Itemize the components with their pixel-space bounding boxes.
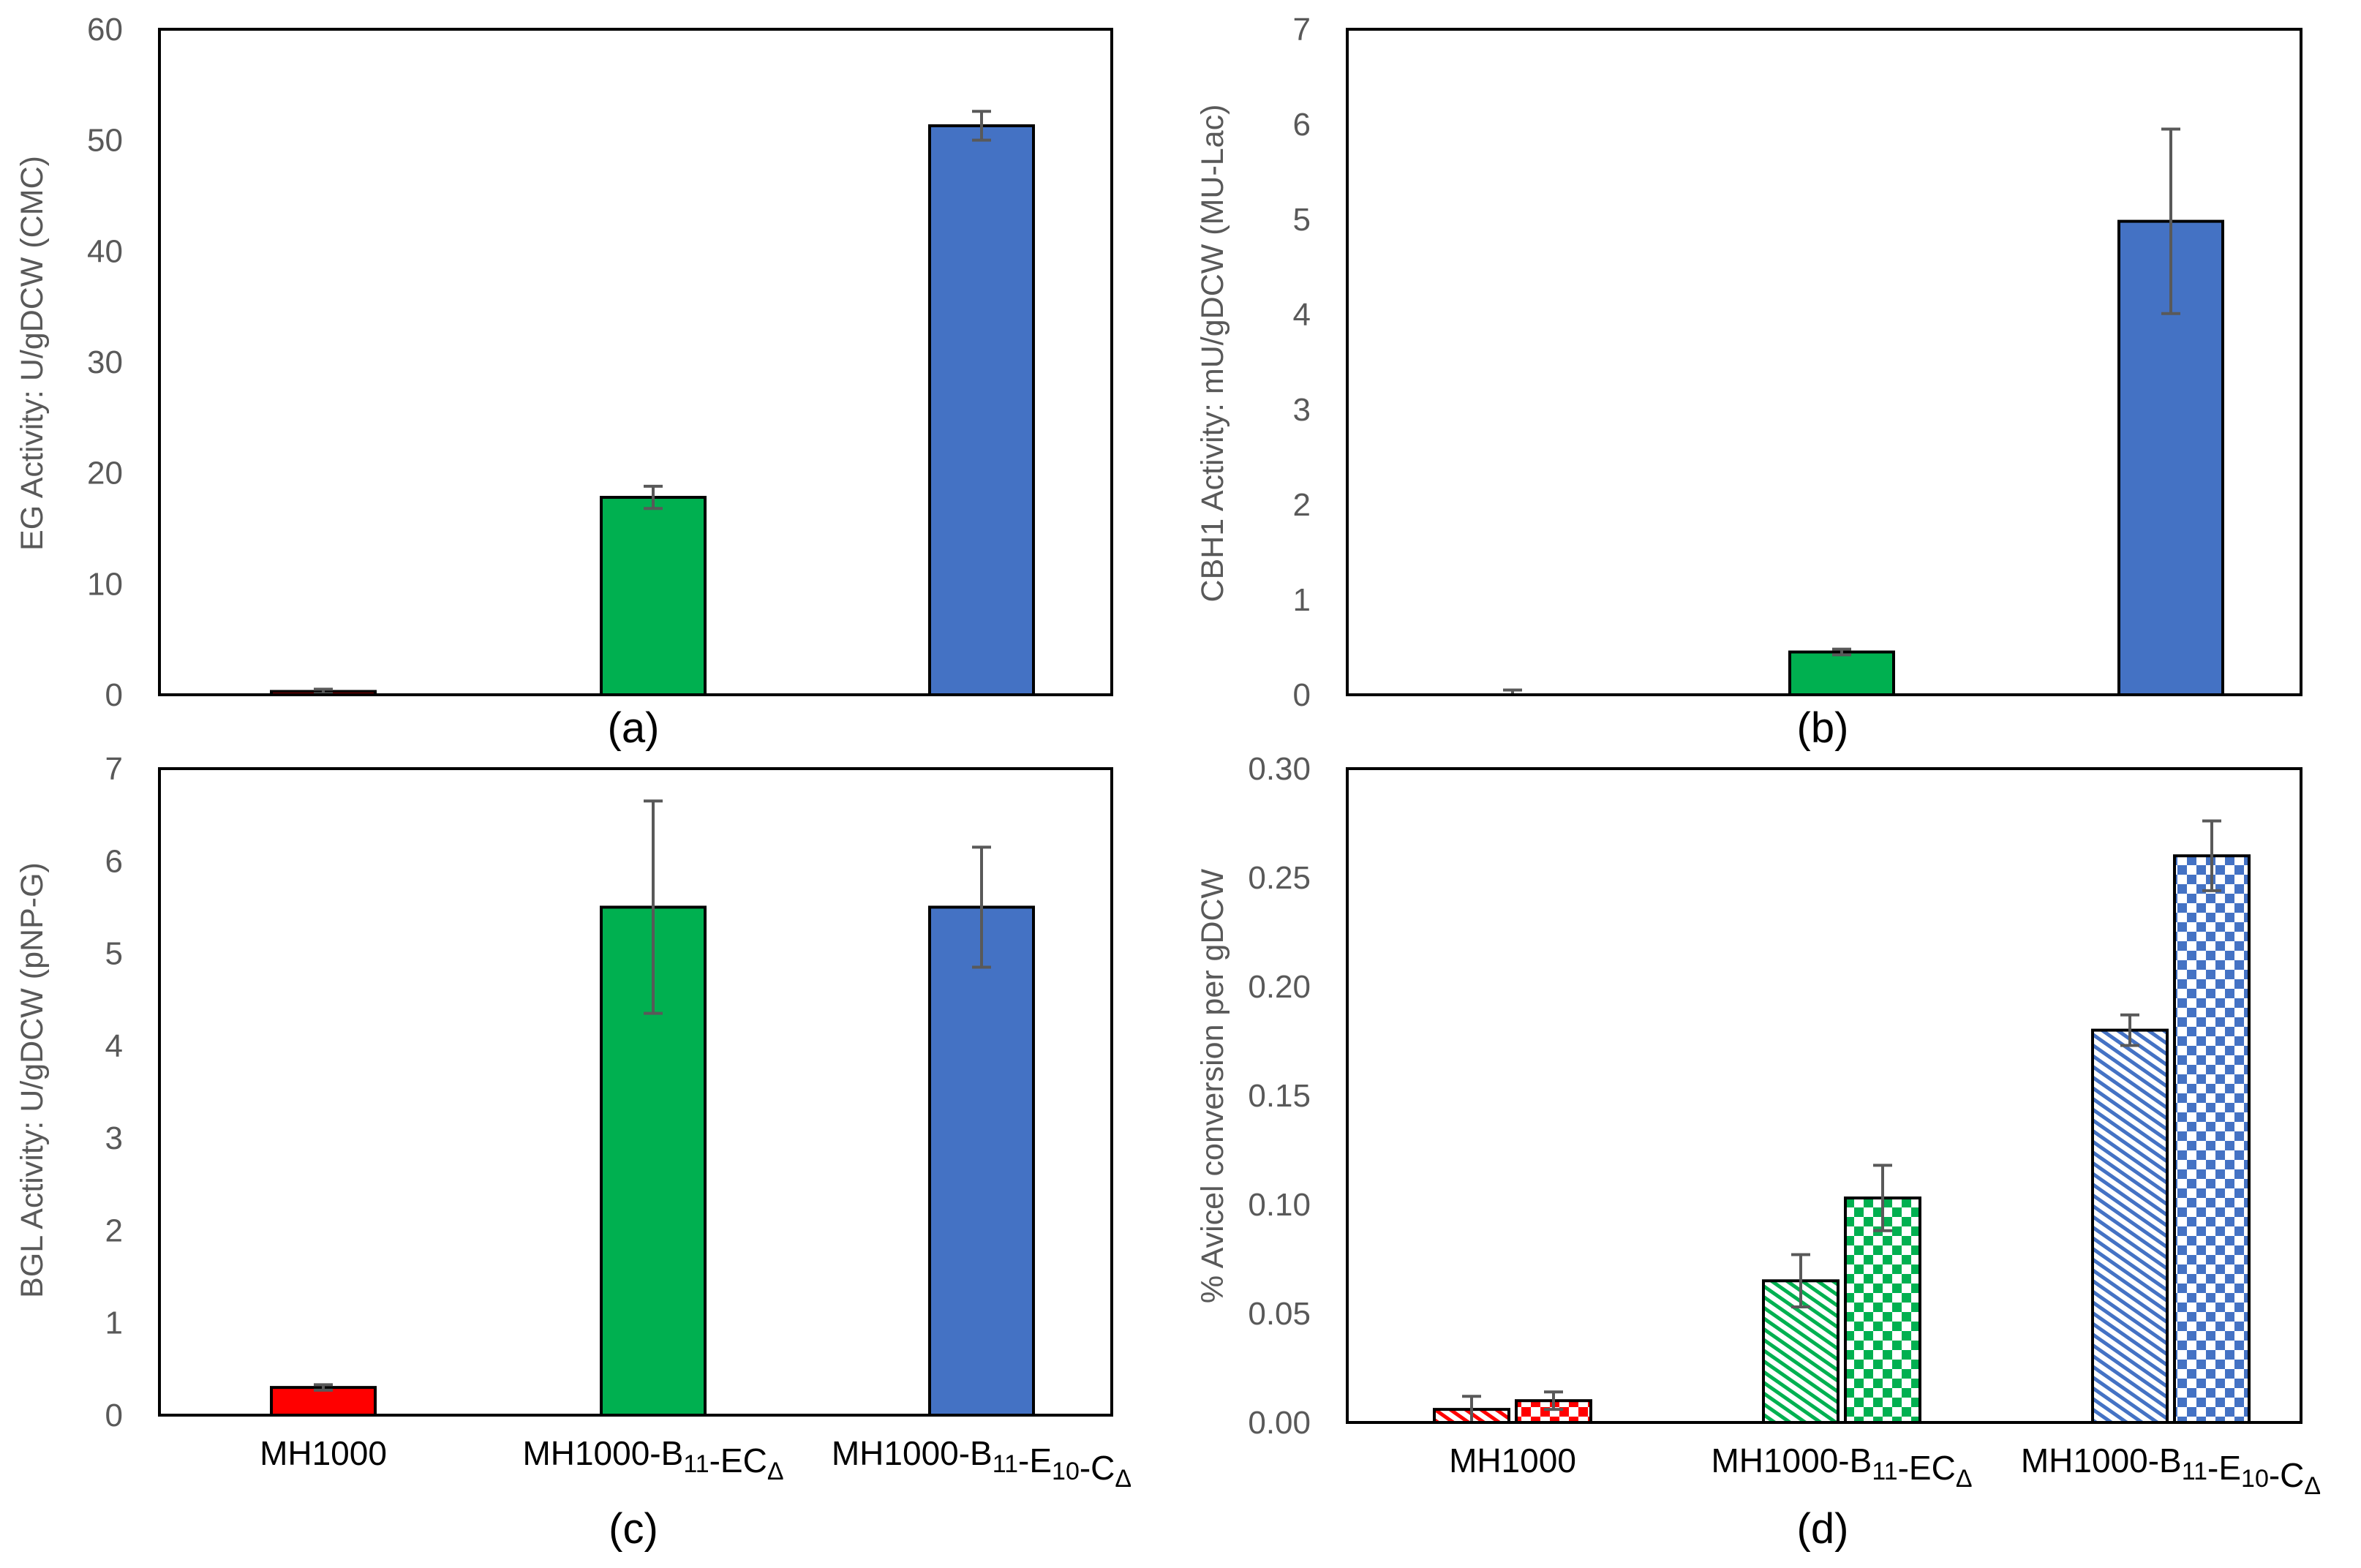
category-label-1: MH1000-B11-ECΔ [522, 1434, 783, 1485]
y-tick-label: 0.30 [1248, 751, 1311, 787]
y-tick-label: 30 [87, 344, 123, 380]
bars-b [1788, 219, 2224, 697]
bars-d [1433, 854, 2251, 1425]
y-ticks-d: 0.00 0.05 0.10 0.15 0.20 0.25 0.30 [1248, 751, 1311, 1441]
y-axis-label-d: % Avicel conversion per gDCW [1195, 868, 1230, 1303]
error-bar-1 [644, 799, 663, 1015]
error-bar-checkered-0 [1544, 1390, 1563, 1411]
error-bar-hatched-2 [2120, 1013, 2139, 1047]
y-tick-label: 1 [1293, 582, 1311, 618]
y-tick-label: 10 [87, 566, 123, 602]
panel-b: 0 1 2 3 4 5 6 7 CBH1 Activity: mU/gDCW (MU-Lac)… [1195, 12, 2302, 752]
y-tick-label: 60 [87, 12, 123, 48]
y-tick-label: 40 [87, 233, 123, 269]
error-bars-c [314, 799, 991, 1392]
error-bar-0 [314, 1383, 333, 1392]
y-axis-label-b: CBH1 Activity: mU/gDCW (MU-Lac) [1195, 105, 1230, 603]
y-tick-label: 4 [1293, 297, 1311, 333]
error-bar-1 [644, 484, 663, 510]
bar-1 [1788, 650, 1895, 696]
y-tick-label: 7 [105, 751, 123, 787]
error-bar-1 [1832, 647, 1851, 657]
bar-checkered-1 [1844, 1196, 1921, 1425]
bar-1 [600, 496, 707, 696]
y-tick-label: 0.20 [1248, 969, 1311, 1005]
panel-label-d: (d) [1797, 1505, 1849, 1553]
y-tick-label: 20 [87, 456, 123, 491]
y-tick-label: 50 [87, 123, 123, 159]
panel-d: 0.000.050.100.150.200.250.30 MH1000 MH100… [1195, 751, 2321, 1553]
category-label-0: MH1000 [260, 1434, 387, 1472]
panel-label-b: (b) [1797, 704, 1849, 752]
category-label-2: MH1000-B11-E10-CΔ [832, 1434, 1131, 1493]
y-tick-label: 6 [1293, 107, 1311, 143]
category-labels-d: MH1000 MH1000-B11-ECΔ MH1000-B11-E10-CΔ [1449, 1441, 2321, 1500]
y-ticks-c: 0 1 2 3 4 5 6 7 [105, 751, 123, 1433]
y-tick-label: 0.10 [1248, 1187, 1311, 1223]
bars-a [270, 124, 1035, 697]
y-tick-label: 4 [105, 1028, 123, 1064]
category-label-1: MH1000-B11-ECΔ [1711, 1441, 1972, 1493]
error-bar-checkered-2 [2202, 819, 2221, 892]
category-label-0: MH1000 [1449, 1441, 1576, 1480]
plot-frame-d [1346, 767, 2302, 1424]
y-tick-label: 0.15 [1248, 1078, 1311, 1114]
y-tick-label: 0.00 [1248, 1405, 1311, 1441]
y-tick-label: 0 [1293, 677, 1311, 713]
y-tick-label: 0 [105, 1398, 123, 1433]
y-ticks-b: 0 1 2 3 4 5 6 7 [1293, 12, 1311, 713]
panel-c: 0 1 2 3 4 5 6 7 MH1000 MH1000-B11-ECΔ MH1000-B11-… [15, 751, 1131, 1553]
y-tick-label: 2 [1293, 487, 1311, 523]
category-label-2: MH1000-B11-E10-CΔ [2021, 1441, 2321, 1500]
error-bar-hatched-1 [1791, 1253, 1810, 1309]
panel-label-c: (c) [609, 1505, 658, 1553]
y-tick-label: 3 [105, 1120, 123, 1156]
y-tick-label: 6 [105, 843, 123, 879]
y-tick-label: 5 [105, 936, 123, 972]
y-tick-label: 2 [105, 1213, 123, 1248]
y-tick-label: 0 [105, 677, 123, 713]
plot-frame-c [158, 767, 1113, 1417]
y-tick-label: 0.05 [1248, 1296, 1311, 1332]
y-ticks-a: 0 10 20 30 40 50 60 [87, 12, 123, 713]
y-tick-label: 1 [105, 1305, 123, 1341]
plot-frame-b [1346, 28, 2302, 696]
y-axis-label-c: BGL Activity: U/gDCW (pNP-G) [15, 862, 50, 1298]
error-bar-checkered-1 [1873, 1164, 1892, 1232]
bar-checkered-2 [2173, 854, 2251, 1424]
bar-2 [928, 905, 1035, 1417]
error-bars-b [1503, 127, 2180, 696]
bar-hatched-2 [2091, 1028, 2169, 1424]
bar-2 [928, 124, 1035, 696]
y-tick-label: 3 [1293, 392, 1311, 428]
y-tick-label: 5 [1293, 202, 1311, 238]
error-bar-2 [2161, 127, 2180, 315]
error-bar-2 [972, 845, 991, 969]
y-tick-label: 7 [1293, 12, 1311, 48]
y-axis-label-a: EG Activity: U/gDCW (CMC) [15, 156, 50, 551]
panel-label-a: (a) [608, 704, 660, 752]
error-bar-2 [972, 110, 991, 142]
category-labels-c: MH1000 MH1000-B11-ECΔ MH1000-B11-E10-CΔ [260, 1434, 1131, 1493]
plot-frame-a [158, 28, 1113, 696]
y-tick-label: 0.25 [1248, 860, 1311, 896]
